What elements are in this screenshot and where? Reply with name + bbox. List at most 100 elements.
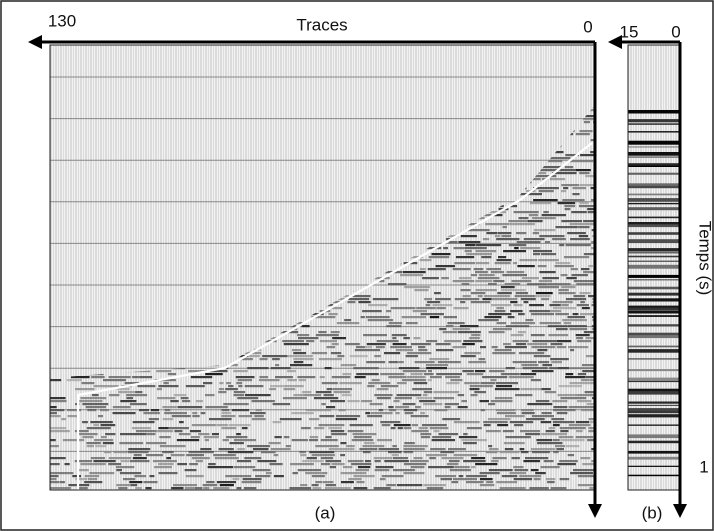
arrival [532,217,556,220]
arrival [315,391,332,394]
arrival [582,364,595,367]
log-stripe [628,307,680,311]
arrival [561,190,567,193]
arrival [371,379,380,382]
arrival [404,412,414,415]
arrival [533,478,541,481]
arrival [495,382,518,385]
arrival [129,403,147,406]
arrival [505,436,531,439]
arrival [587,211,595,214]
arrival [148,418,159,421]
arrival [303,394,322,397]
arrival [573,280,595,283]
arrival [112,406,131,409]
arrival [419,268,426,271]
arrival [435,343,451,346]
arrival [447,322,465,325]
arrival [439,328,447,331]
log-stripe [628,198,680,202]
arrival [315,334,339,337]
arrival [513,304,523,307]
arrival [270,367,291,370]
arrival [300,484,308,487]
arrival [219,484,234,487]
arrival [448,448,466,451]
arrival [434,409,448,412]
arrival [84,481,103,484]
arrival [443,247,448,250]
arrival [575,421,590,424]
arrival [322,481,334,484]
log-stripe [628,349,680,353]
arrival [522,367,548,370]
arrival [486,481,494,484]
arrival [523,301,529,304]
arrival [74,430,89,433]
arrival [461,400,467,403]
arrival [347,460,364,463]
arrival [384,460,409,463]
arrival [552,400,568,403]
arrival [363,334,387,337]
arrival [442,418,461,421]
arrival [564,205,576,208]
arrival [432,304,453,307]
arrival [499,487,526,490]
arrival [379,280,385,283]
arrival [567,232,586,235]
arrival [239,358,253,361]
arrival [541,433,568,436]
arrival [508,376,534,379]
arrival [282,397,307,400]
arrival [326,406,336,409]
arrival [128,448,151,451]
arrival [221,415,236,418]
arrival [519,259,538,262]
arrival [387,283,407,286]
arrival [298,379,306,382]
arrival [552,172,577,175]
arrival [395,406,410,409]
arrival [353,436,372,439]
arrival [283,388,296,391]
arrival [227,451,254,454]
arrival [418,346,426,349]
arrival [535,292,553,295]
arrival [143,481,158,484]
arrival [349,424,373,427]
arrival [357,466,371,469]
arrival [203,487,210,490]
arrival [547,325,568,328]
arrival [496,412,516,415]
arrival [488,445,493,448]
arrival [78,469,89,472]
arrival [301,325,310,328]
arrival [275,376,293,379]
arrival [422,424,447,427]
arrival [581,307,590,310]
arrival [516,343,526,346]
arrival [291,412,314,415]
arrival [454,262,476,265]
arrival [496,238,520,241]
arrival [319,340,337,343]
arrival [376,388,389,391]
arrival [250,412,266,415]
arrival [436,307,446,310]
arrival [366,343,386,346]
arrival [583,220,595,223]
arrival [423,403,443,406]
arrival [365,460,371,463]
arrival [429,376,442,379]
arrival [347,430,364,433]
arrival [547,481,555,484]
arrival [519,448,525,451]
arrival [332,388,353,391]
arrival [200,412,206,415]
arrival [158,427,169,430]
arrival [293,358,314,361]
arrival [430,448,446,451]
arrival [584,391,595,394]
arrival [186,454,204,457]
